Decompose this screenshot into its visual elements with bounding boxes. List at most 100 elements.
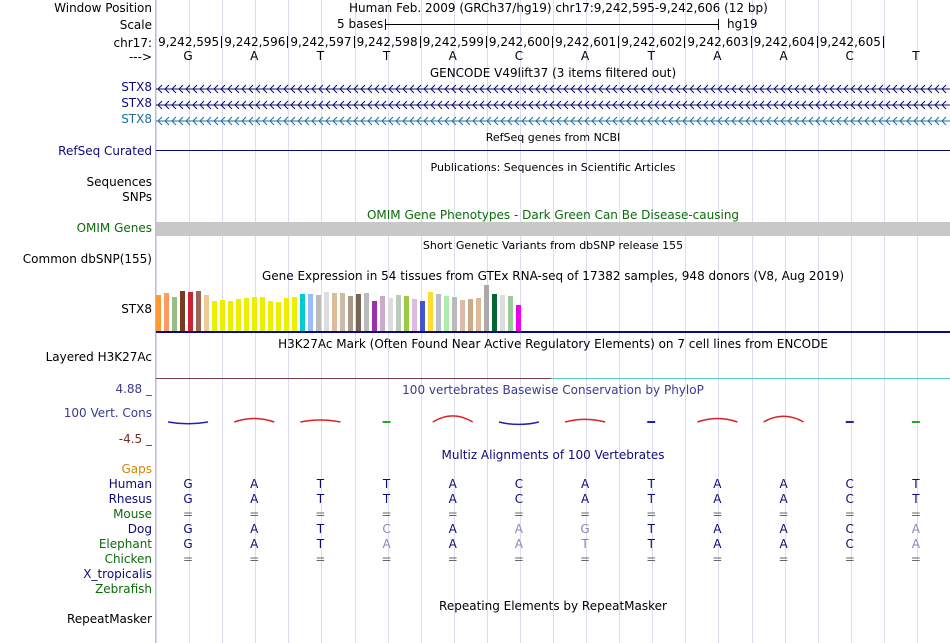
gtex-tissue-bar[interactable] [212, 301, 217, 331]
strand-chevron [927, 116, 933, 126]
track-image[interactable]: Human Feb. 2009 (GRCh37/hg19) chr17:9,24… [156, 0, 950, 643]
gtex-tissue-bar[interactable] [436, 294, 441, 331]
gtex-tissue-bar[interactable] [388, 298, 393, 331]
gtex-tissue-bar[interactable] [356, 294, 361, 331]
gencode-transcript-1[interactable] [156, 83, 950, 94]
gtex-tissue-bar[interactable] [428, 292, 433, 331]
h3k27ac-track-title[interactable]: H3K27Ac Mark (Often Found Near Active Re… [278, 337, 828, 351]
pane-divider[interactable] [155, 0, 156, 643]
gtex-tissue-bar[interactable] [172, 297, 177, 331]
refseq-curated-label[interactable]: RefSeq Curated [58, 144, 152, 158]
dbsnp-track-title[interactable]: Short Genetic Variants from dbSNP releas… [422, 239, 684, 252]
species-label[interactable]: Dog [127, 522, 152, 536]
gtex-tissue-bar[interactable] [220, 300, 225, 331]
gtex-tissue-bar[interactable] [188, 292, 193, 331]
gtex-tissue-bar[interactable] [260, 297, 265, 331]
gtex-tissue-bar[interactable] [364, 293, 369, 331]
snps-label[interactable]: SNPs [122, 190, 152, 204]
gtex-tissue-bar[interactable] [484, 285, 489, 331]
gencode-track-title[interactable]: GENCODE V49lift37 (3 items filtered out) [429, 66, 677, 80]
gtex-tissue-bar[interactable] [268, 301, 273, 331]
dbsnp-label[interactable]: Common dbSNP(155) [22, 252, 152, 266]
strand-chevron [857, 100, 863, 110]
gtex-tissue-bar[interactable] [460, 300, 465, 331]
omim-track-title[interactable]: OMIM Gene Phenotypes - Dark Green Can Be… [366, 208, 740, 222]
gtex-tissue-bar[interactable] [196, 291, 201, 331]
gtex-tissue-bar[interactable] [380, 296, 385, 331]
gtex-tissue-bar[interactable] [412, 299, 417, 331]
refseq-gene-line[interactable] [156, 150, 950, 151]
gtex-tissue-bar[interactable] [468, 299, 473, 331]
alignment-base: A [779, 537, 788, 551]
gtex-tissue-bar[interactable] [316, 295, 321, 331]
strand-chevron [269, 100, 275, 110]
gtex-tissue-bar[interactable] [500, 295, 505, 331]
gtex-tissue-bar[interactable] [492, 294, 497, 331]
publications-track-title[interactable]: Publications: Sequences in Scientific Ar… [430, 161, 676, 174]
repeatmasker-track-title[interactable]: Repeating Elements by RepeatMasker [439, 599, 667, 613]
gtex-tissue-bar[interactable] [300, 294, 305, 331]
gtex-tissue-bar[interactable] [252, 297, 257, 331]
species-label[interactable]: X_tropicalis [83, 567, 152, 581]
gencode-stx8-label-2[interactable]: STX8 [121, 96, 152, 110]
sequences-label[interactable]: Sequences [86, 175, 152, 189]
gtex-track-title[interactable]: Gene Expression in 54 tissues from GTEx … [261, 269, 845, 283]
species-label[interactable]: Rhesus [108, 492, 152, 506]
gtex-tissue-bar[interactable] [308, 294, 313, 331]
refseq-track-title[interactable]: RefSeq genes from NCBI [485, 131, 621, 144]
gaps-label[interactable]: Gaps [121, 462, 152, 476]
strand-chevron [416, 116, 422, 126]
gtex-tissue-bar[interactable] [180, 291, 185, 331]
gtex-tissue-bar[interactable] [236, 299, 241, 331]
gtex-tissue-bar[interactable] [508, 296, 513, 331]
gtex-stx8-label[interactable]: STX8 [121, 302, 152, 316]
gtex-tissue-bar[interactable] [164, 293, 169, 331]
multiz-track-title[interactable]: Multiz Alignments of 100 Vertebrates [441, 448, 665, 462]
gtex-bar-chart[interactable] [156, 284, 556, 331]
strand-chevron [500, 116, 506, 126]
repeatmasker-label[interactable]: RepeatMasker [66, 612, 152, 626]
gtex-tissue-bar[interactable] [348, 296, 353, 331]
gtex-tissue-bar[interactable] [404, 296, 409, 331]
strand-chevron [759, 116, 765, 126]
h3k27ac-label[interactable]: Layered H3K27Ac [45, 350, 152, 364]
coordinate-tick [221, 36, 223, 48]
gtex-tissue-bar[interactable] [516, 305, 521, 331]
gtex-tissue-bar[interactable] [276, 302, 281, 331]
alignment-base: G [183, 477, 193, 491]
gtex-tissue-bar[interactable] [244, 298, 249, 331]
gtex-tissue-bar[interactable] [332, 293, 337, 331]
gtex-tissue-bar[interactable] [452, 297, 457, 331]
gencode-stx8-label-3[interactable]: STX8 [121, 112, 152, 126]
strand-chevron [878, 84, 884, 94]
gtex-tissue-bar[interactable] [284, 298, 289, 331]
species-label[interactable]: Elephant [98, 537, 152, 551]
alignment-base: T [581, 537, 589, 551]
strand-chevron [283, 100, 289, 110]
strand-label[interactable]: ---> [128, 50, 152, 64]
omim-gene-bar[interactable] [156, 222, 950, 236]
gencode-transcript-2[interactable] [156, 99, 950, 110]
gtex-tissue-bar[interactable] [396, 295, 401, 331]
gtex-tissue-bar[interactable] [372, 301, 377, 331]
gencode-transcript-3[interactable] [156, 115, 950, 126]
conservation-track-label[interactable]: 100 Vert. Cons [63, 406, 152, 420]
species-label[interactable]: Chicken [104, 552, 152, 566]
gtex-tissue-bar[interactable] [156, 295, 161, 331]
gencode-stx8-label-1[interactable]: STX8 [121, 80, 152, 94]
gtex-tissue-bar[interactable] [228, 301, 233, 331]
omim-genes-label[interactable]: OMIM Genes [76, 221, 152, 235]
gtex-tissue-bar[interactable] [204, 295, 209, 331]
gtex-tissue-bar[interactable] [476, 298, 481, 331]
gtex-tissue-bar[interactable] [340, 293, 345, 331]
gtex-tissue-bar[interactable] [292, 297, 297, 331]
phylop-track-title[interactable]: 100 vertebrates Basewise Conservation by… [402, 383, 704, 397]
gtex-tissue-bar[interactable] [324, 292, 329, 331]
coordinate-label: 9,242,598 [356, 35, 418, 49]
phylop-conservation-plot[interactable] [156, 400, 950, 440]
gtex-tissue-bar[interactable] [444, 296, 449, 331]
species-label[interactable]: Zebrafish [95, 582, 152, 596]
gtex-tissue-bar[interactable] [420, 301, 425, 331]
species-label[interactable]: Human [108, 477, 152, 491]
species-label[interactable]: Mouse [113, 507, 152, 521]
